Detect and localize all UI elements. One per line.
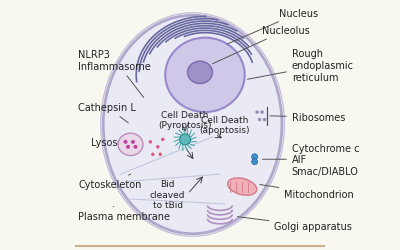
Circle shape	[149, 140, 152, 144]
Text: Plasma membrane: Plasma membrane	[78, 206, 170, 222]
Circle shape	[252, 159, 258, 165]
Text: NLRP3
Inflammasome: NLRP3 Inflammasome	[78, 50, 151, 98]
Circle shape	[126, 145, 130, 149]
Text: Nucleus: Nucleus	[227, 9, 318, 45]
Text: Nucleolus: Nucleolus	[212, 26, 310, 64]
Text: Cell Death
(apoptosis): Cell Death (apoptosis)	[200, 115, 250, 135]
Ellipse shape	[103, 16, 282, 234]
Circle shape	[124, 140, 128, 144]
Text: Mitochondrion: Mitochondrion	[260, 185, 354, 199]
Circle shape	[151, 153, 154, 156]
Text: Cell Death
(Pyroptosis): Cell Death (Pyroptosis)	[158, 110, 212, 130]
Ellipse shape	[118, 134, 143, 156]
Circle shape	[255, 111, 259, 114]
Text: Lysosome: Lysosome	[91, 137, 139, 147]
Circle shape	[156, 146, 160, 149]
Ellipse shape	[228, 178, 257, 196]
Text: Cytochrome c
AIF
Smac/DIABLO: Cytochrome c AIF Smac/DIABLO	[262, 143, 359, 176]
Circle shape	[263, 118, 266, 122]
Circle shape	[260, 111, 264, 114]
Circle shape	[180, 134, 190, 145]
Text: Cathepsin L: Cathepsin L	[78, 103, 136, 123]
Circle shape	[134, 145, 138, 149]
Circle shape	[158, 153, 162, 156]
Circle shape	[131, 140, 135, 144]
Ellipse shape	[165, 38, 245, 113]
Circle shape	[252, 154, 258, 160]
Text: Ribosomes: Ribosomes	[270, 112, 345, 122]
Ellipse shape	[188, 62, 212, 84]
Text: Cytoskeleton: Cytoskeleton	[78, 174, 142, 189]
Circle shape	[258, 118, 261, 122]
Text: Bid
cleaved
to tBid: Bid cleaved to tBid	[150, 180, 186, 209]
Circle shape	[161, 138, 164, 141]
Text: Rough
endoplasmic
reticulum: Rough endoplasmic reticulum	[248, 49, 354, 82]
Text: Golgi apparatus: Golgi apparatus	[238, 217, 352, 231]
